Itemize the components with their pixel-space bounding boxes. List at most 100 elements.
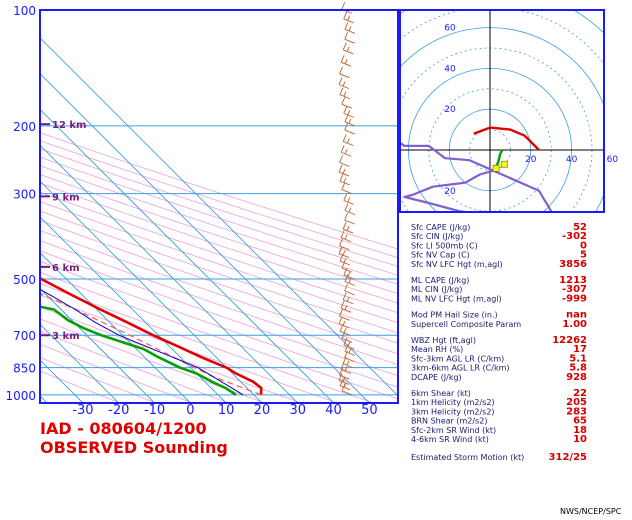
dry-adiabat-line xyxy=(40,173,398,295)
wind-barb xyxy=(339,155,350,167)
index-label: Sfc CIN (J/kg) xyxy=(411,232,463,241)
index-label: Sfc NV LFC Hgt (m,agl) xyxy=(411,260,503,269)
index-value: nan xyxy=(566,310,587,321)
temperature-tick-label: 30 xyxy=(289,403,306,418)
index-label: 3km Helicity (m2/s2) xyxy=(411,407,495,416)
index-label: Estimated Storm Motion (kt) xyxy=(411,453,524,462)
dry-adiabat-line xyxy=(40,182,398,304)
index-label: Sfc-3km AGL LR (C/km) xyxy=(411,354,504,363)
temperature-tick-label: 10 xyxy=(218,403,235,418)
pressure-tick-label: 700 xyxy=(13,329,36,343)
wind-barb xyxy=(344,283,355,296)
dry-adiabat-line xyxy=(40,220,398,344)
hodograph-y-tick-label: 60 xyxy=(444,24,456,34)
wind-barb xyxy=(344,203,356,216)
dry-adiabat-line xyxy=(40,210,398,334)
temperature-tick-label: -20 xyxy=(108,403,129,418)
index-label: BRN Shear (m2/s2) xyxy=(411,417,487,426)
wind-barb xyxy=(343,193,355,205)
dry-adiabat-line xyxy=(40,283,375,403)
parcel-profile-line xyxy=(40,292,262,396)
index-label: DCAPE (J/kg) xyxy=(411,373,462,382)
wind-barb xyxy=(343,337,355,350)
index-value: 65 xyxy=(573,416,587,427)
index-value: 3856 xyxy=(559,259,587,270)
wind-barb xyxy=(344,22,356,34)
wind-barb xyxy=(341,383,353,396)
index-value: -302 xyxy=(562,231,587,242)
dry-adiabat-line xyxy=(40,165,398,285)
storm-motion-marker xyxy=(500,160,508,168)
index-value: 205 xyxy=(566,397,587,408)
height-marker-label: 3 km xyxy=(52,331,80,342)
isotherm-line xyxy=(0,10,11,403)
wind-barb xyxy=(340,301,352,313)
dry-adiabat-line xyxy=(40,229,398,355)
wind-barb xyxy=(338,316,350,329)
index-label: ML NV LFC Hgt (m,agl) xyxy=(411,294,502,303)
index-label: 4-6km SR Wind (kt) xyxy=(411,435,489,444)
wind-barb xyxy=(344,114,356,127)
wind-barb xyxy=(343,11,354,24)
height-marker-label: 9 km xyxy=(52,192,80,203)
index-label: 6km Shear (kt) xyxy=(411,389,471,398)
index-label: Mean RH (%) xyxy=(411,345,463,354)
index-value: 12262 xyxy=(552,335,587,346)
index-value: 928 xyxy=(566,372,587,383)
dry-adiabat-line xyxy=(40,330,230,403)
dry-adiabat-line xyxy=(40,132,398,250)
wind-barb xyxy=(344,344,356,356)
hodograph-y-tick-label: 20 xyxy=(444,187,456,197)
index-value: 1.00 xyxy=(562,319,587,330)
index-label: Sfc CAPE (J/kg) xyxy=(411,223,470,232)
wind-barb xyxy=(344,274,356,287)
hodograph-upper-level-trace xyxy=(400,141,553,212)
dry-adiabat-line xyxy=(40,294,339,403)
dry-adiabat-line xyxy=(40,191,398,314)
index-value: 52 xyxy=(573,222,587,233)
dry-adiabat-line xyxy=(40,261,398,388)
index-value: -307 xyxy=(562,284,587,295)
wetbulb-profile-line xyxy=(40,289,244,396)
dry-adiabat-line xyxy=(40,140,398,259)
wind-barb xyxy=(338,246,350,259)
wind-barb xyxy=(338,77,350,90)
wind-barb xyxy=(342,221,354,234)
index-value: 22 xyxy=(573,388,587,399)
skew-t-frame xyxy=(39,9,399,404)
chart-title: IAD - 080604/1200 xyxy=(40,419,207,438)
wind-barb xyxy=(341,182,353,195)
dry-adiabat-line xyxy=(40,271,398,400)
dry-adiabat-line xyxy=(40,357,157,403)
wind-barb xyxy=(344,122,355,135)
pressure-tick-label: 100 xyxy=(13,4,36,18)
wind-barb xyxy=(343,267,355,280)
wind-barb xyxy=(342,134,354,147)
index-label: Supercell Composite Param xyxy=(411,320,521,329)
dry-adiabat-line xyxy=(40,240,398,366)
pressure-tick-label: 500 xyxy=(13,273,36,287)
index-label: ML CAPE (J/kg) xyxy=(411,276,469,285)
wind-barb xyxy=(339,87,351,100)
pressure-tick-label: 850 xyxy=(13,362,36,376)
temperature-tick-label: 50 xyxy=(361,403,378,418)
wind-barb xyxy=(341,2,352,14)
dry-adiabat-line xyxy=(40,156,398,276)
index-value: 5.8 xyxy=(569,363,587,374)
index-value: -999 xyxy=(562,293,587,304)
wind-barb xyxy=(341,97,352,109)
hodograph-panel: 20 40 60 20 40 60 20 xyxy=(399,9,618,213)
temperature-tick-label: -30 xyxy=(72,403,93,418)
index-value: 283 xyxy=(566,406,587,417)
index-label: Sfc LI 500mb (C) xyxy=(411,241,478,250)
isotherm-line xyxy=(40,287,155,403)
isotherm-line xyxy=(40,216,227,403)
isotherm-line xyxy=(40,73,370,403)
wind-barb xyxy=(339,173,351,186)
temperature-tick-label: 40 xyxy=(325,403,342,418)
hodograph-frame xyxy=(399,9,605,213)
wind-barb xyxy=(340,145,352,157)
temperature-profile-line xyxy=(40,276,263,395)
index-label: Sfc-2km SR Wind (kt) xyxy=(411,426,496,435)
hodograph-y-tick-label: 40 xyxy=(444,64,456,74)
